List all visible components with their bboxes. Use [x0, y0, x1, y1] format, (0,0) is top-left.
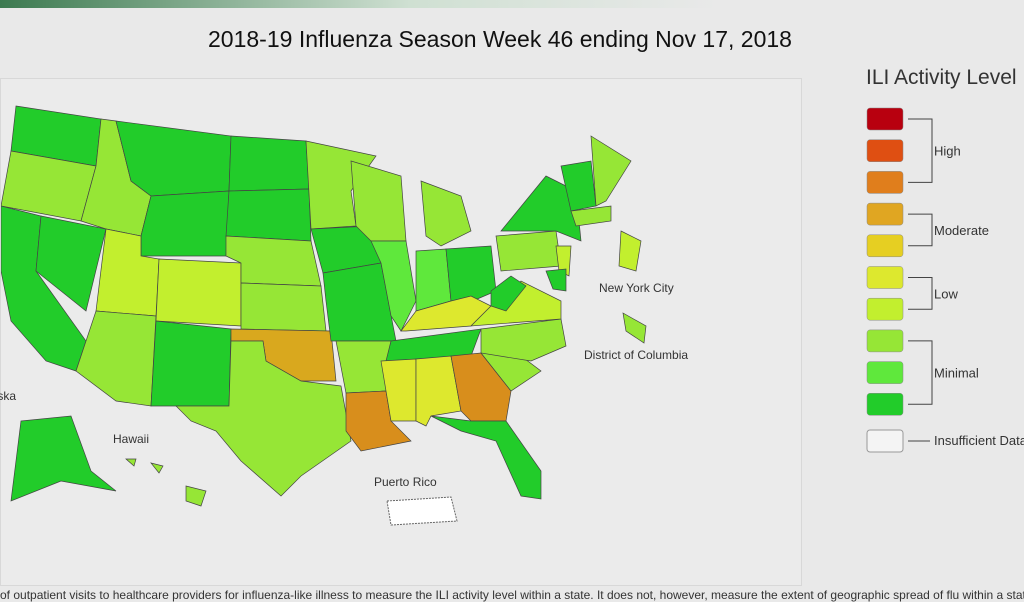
legend-bracket — [908, 118, 933, 183]
state — [155, 258, 242, 327]
map-label: Hawaii — [113, 432, 150, 446]
state — [618, 230, 642, 272]
legend-label: Low — [934, 286, 958, 301]
legend: High Moderate Low Minimal Insufficient Data — [866, 107, 1024, 453]
map-label: New York City — [599, 281, 674, 295]
puerto-rico — [386, 496, 458, 526]
state — [415, 248, 452, 312]
map-panel — [0, 78, 802, 586]
legend-swatch — [866, 139, 904, 162]
state — [470, 280, 562, 327]
state — [185, 485, 207, 507]
state — [380, 358, 417, 422]
state — [228, 135, 310, 192]
state — [175, 340, 352, 497]
state — [445, 245, 497, 307]
state — [555, 245, 572, 277]
state — [225, 188, 312, 242]
top-bar — [0, 0, 1024, 8]
map-label: Puerto Rico — [374, 475, 437, 489]
state — [75, 310, 157, 407]
state — [10, 415, 117, 502]
state — [430, 415, 542, 500]
legend-bracket — [908, 277, 933, 310]
state — [140, 190, 230, 257]
us-map — [0, 105, 647, 526]
footnote: of outpatient visits to healthcare provi… — [0, 588, 1024, 602]
legend-swatch — [866, 266, 904, 289]
legend-bracket — [908, 340, 933, 405]
legend-swatch — [866, 171, 904, 194]
legend-swatch — [866, 202, 904, 226]
state — [125, 458, 137, 467]
map-label: Alaska — [0, 389, 17, 403]
state — [35, 215, 107, 312]
state — [480, 318, 567, 362]
state — [240, 282, 327, 332]
state — [150, 462, 164, 474]
state — [490, 275, 527, 312]
state — [350, 160, 407, 242]
state — [545, 268, 567, 292]
state — [400, 295, 492, 332]
state — [622, 312, 647, 344]
legend-label: Minimal — [934, 366, 979, 381]
legend-swatch — [866, 393, 904, 416]
legend-swatch — [866, 107, 904, 131]
legend-label: Moderate — [934, 223, 989, 238]
legend-swatch — [866, 361, 904, 384]
state — [150, 320, 232, 407]
legend-label: High — [934, 144, 961, 159]
title: 2018-19 Influenza Season Week 46 ending … — [208, 26, 792, 52]
map-label: District of Columbia — [584, 348, 689, 362]
legend-bracket — [908, 213, 933, 247]
legend-swatch — [866, 234, 904, 258]
state — [590, 135, 632, 207]
state — [495, 230, 562, 272]
state — [420, 180, 472, 247]
legend-title: ILI Activity Level — [866, 66, 1017, 89]
legend-swatch — [866, 329, 904, 353]
legend-swatch — [866, 297, 904, 321]
legend-label: Insufficient Data — [934, 433, 1024, 448]
state — [570, 205, 612, 227]
legend-swatch — [866, 429, 904, 453]
